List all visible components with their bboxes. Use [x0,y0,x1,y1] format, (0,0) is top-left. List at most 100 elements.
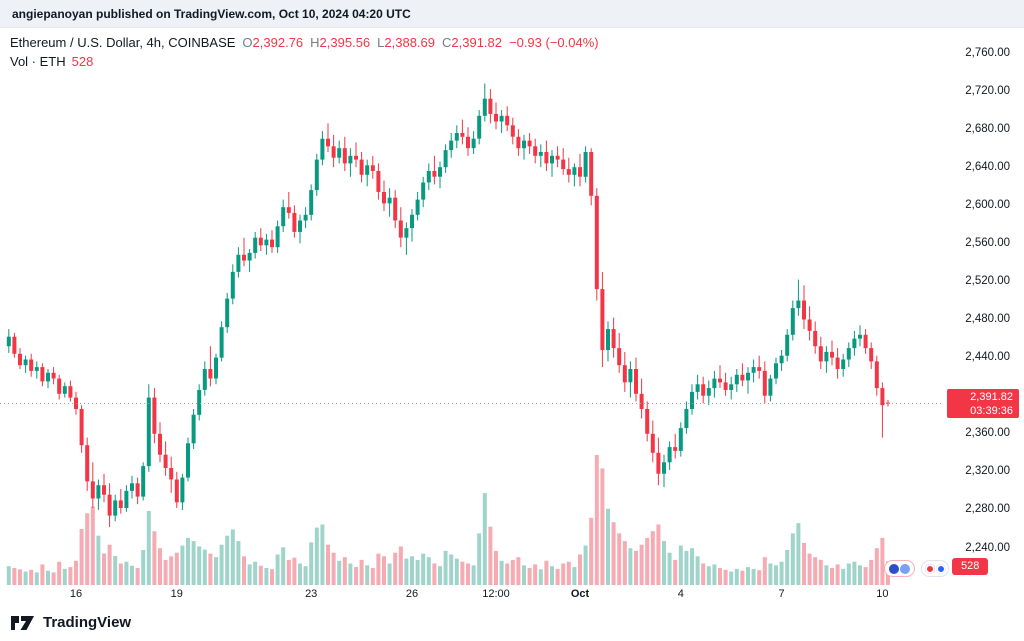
high-value: 2,395.56 [319,35,371,50]
last-volume-badge: 528 [952,558,989,575]
eth-pair-logo-icon [884,560,915,577]
volume-bar [482,493,487,585]
legend-volume-row[interactable]: Vol · ETH 528 [10,52,599,71]
volume-bar [6,566,11,585]
price-tick-label: 2,680.00 [965,122,1010,135]
volume-bar [354,567,358,585]
attribution-text: angiepanoyan published on TradingView.co… [12,6,411,21]
volume-bar [421,553,426,585]
chart-area[interactable]: Ethereum / U.S. Dollar, 4h, COINBASE O2,3… [0,28,1024,604]
volume-bar [398,546,403,585]
candle-body [706,388,711,396]
volume-bar [471,565,476,585]
candle-body [628,369,633,383]
volume-bar [762,557,767,585]
volume-bar [230,529,235,585]
volume-bar [673,559,678,585]
candle-body [818,346,823,362]
volume-bar [90,506,95,585]
time-tick-label: 10 [876,588,889,600]
candle-body [757,367,762,371]
candle-body [645,409,650,434]
volume-bar [740,570,745,585]
volume-bar [135,568,140,585]
volume-bar [863,567,868,585]
volume-bar [802,542,806,585]
candle-body [12,336,17,354]
symbol-title[interactable]: Ethereum / U.S. Dollar, 4h, COINBASE [10,35,236,50]
candlestick-plot[interactable] [0,28,944,586]
candle-body [186,443,190,478]
volume-bar [146,511,151,585]
candle-body [365,165,370,175]
volume-label: Vol · ETH [10,54,66,69]
volume-bar [387,563,392,585]
candle-body [376,171,381,192]
candle-body [40,367,45,382]
candle-body [790,308,795,335]
volume-bar [684,550,689,585]
price-tick-label: 2,240.00 [965,541,1010,554]
price-axis[interactable]: 2,760.00 2,720.00 2,680.00 2,640.00 2,600.00… [944,28,1024,586]
open-value: 2,392.76 [252,35,304,50]
volume-bar [410,556,414,585]
candle-body [622,365,627,383]
price-tick-label: 2,760.00 [965,46,1010,59]
candle-body [880,388,885,406]
candle-body [751,367,756,373]
time-tick-label: 7 [778,588,785,600]
volume-bar [382,556,386,585]
time-tick-label: 23 [305,588,318,600]
volume-bar [253,561,258,585]
volume-bar [835,564,840,585]
volume-bar [796,523,801,585]
volume-bar [214,557,218,585]
candle-body [824,351,829,362]
legend-symbol-row[interactable]: Ethereum / U.S. Dollar, 4h, COINBASE O2,3… [10,33,599,52]
volume-bar [242,556,246,585]
tradingview-logo-icon[interactable] [10,613,36,633]
candle-body [342,148,347,164]
volume-bar [62,568,67,585]
candle-body [527,140,532,147]
volume-bar [662,541,666,585]
volume-bar [824,565,829,585]
volume-bar [202,549,207,585]
volume-bar [454,558,459,585]
candle-body [796,300,801,309]
volume-bar [113,555,118,585]
candle-body [135,483,140,497]
tradingview-brand-text[interactable]: TradingView [43,614,132,631]
candle-body [141,466,146,497]
time-tick-label: 19 [170,588,183,600]
candle-body [830,351,834,358]
candle-body [292,212,297,232]
volume-bar [718,568,722,585]
volume-bar [466,563,470,585]
candle-body [253,237,258,253]
candle-body [410,214,414,229]
candle-body [426,171,431,183]
volume-bar [432,563,437,585]
candle-body [841,359,846,369]
volume-bar [869,559,874,585]
low-value: 2,388.69 [384,35,435,50]
candle-body [634,369,638,394]
candle-body [118,500,123,508]
candle-body [678,428,683,451]
volume-bar [729,571,734,585]
candle-body [740,374,745,381]
volume-bar [158,548,162,585]
volume-value: 528 [71,54,94,69]
price-tick-label: 2,600.00 [965,198,1010,211]
candle-body [415,199,420,215]
volume-bar [443,550,448,585]
candle-body [718,378,722,383]
time-axis[interactable]: 16 19 23 26 12:00 Oct 4 7 10 [0,586,944,604]
candle-body [499,115,504,122]
volume-bar [768,563,773,585]
volume-bar [527,568,532,585]
volume-bar [477,533,482,585]
candle-body [158,433,162,455]
volume-bar [292,557,297,585]
